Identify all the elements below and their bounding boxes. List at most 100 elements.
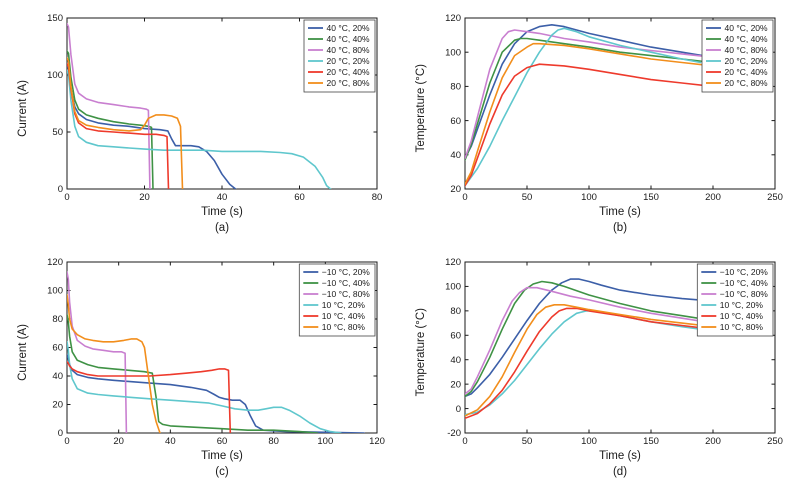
svg-text:100: 100 bbox=[47, 70, 63, 81]
svg-text:120: 120 bbox=[47, 257, 63, 268]
svg-text:0: 0 bbox=[462, 436, 467, 447]
svg-text:80: 80 bbox=[450, 81, 461, 92]
plot-row-a: Current (A) 0 20 40 60 80 0 50 100 150 40 °C, 20%… bbox=[17, 13, 385, 205]
subplot-caption-a: (a) bbox=[214, 221, 230, 234]
chart-panel-a: Current (A) 0 20 40 60 80 0 50 100 150 40 °C, 20%… bbox=[2, 2, 400, 246]
y-axis-label-a: Current (A) bbox=[17, 80, 29, 137]
svg-text:20: 20 bbox=[113, 436, 124, 447]
chart-panel-b: Temperature (°C) 0 50 100 150 200 250 20 40 60 80… bbox=[400, 2, 798, 246]
svg-text:−10 °C, 40%: −10 °C, 40% bbox=[322, 278, 370, 288]
svg-text:10 °C, 80%: 10 °C, 80% bbox=[322, 322, 366, 332]
svg-text:40 °C, 20%: 40 °C, 20% bbox=[725, 23, 769, 33]
svg-text:100: 100 bbox=[581, 436, 597, 447]
svg-text:0: 0 bbox=[462, 192, 467, 203]
svg-text:20 °C, 20%: 20 °C, 20% bbox=[327, 56, 371, 66]
x-axis-label-a: Time (s) bbox=[201, 205, 243, 218]
svg-text:20: 20 bbox=[450, 184, 461, 195]
svg-text:10 °C, 20%: 10 °C, 20% bbox=[322, 300, 366, 310]
svg-text:150: 150 bbox=[643, 192, 659, 203]
svg-text:10 °C, 20%: 10 °C, 20% bbox=[720, 300, 764, 310]
svg-text:250: 250 bbox=[767, 436, 783, 447]
below-d: Time (s) (d) bbox=[431, 449, 783, 480]
svg-text:60: 60 bbox=[52, 342, 63, 353]
svg-text:100: 100 bbox=[317, 436, 333, 447]
svg-text:−10 °C, 80%: −10 °C, 80% bbox=[720, 289, 768, 299]
svg-text:20: 20 bbox=[450, 379, 461, 390]
svg-text:40: 40 bbox=[52, 371, 63, 382]
svg-text:80: 80 bbox=[450, 306, 461, 317]
x-axis-label-b: Time (s) bbox=[599, 205, 641, 218]
svg-text:40 °C, 20%: 40 °C, 20% bbox=[327, 23, 371, 33]
below-c: Time (s) (c) bbox=[33, 449, 385, 480]
svg-text:80: 80 bbox=[52, 314, 63, 325]
plot-row-c: Current (A) 0 20 40 60 80 100 120 0 20 40 60 80 100 1… bbox=[17, 257, 385, 449]
y-axis-label-c: Current (A) bbox=[17, 324, 29, 381]
svg-text:40 °C, 40%: 40 °C, 40% bbox=[725, 34, 769, 44]
subplot-caption-d: (d) bbox=[612, 465, 628, 478]
plot-row-d: Temperature (°C) 0 50 100 150 200 250 -20 0 20 40… bbox=[415, 257, 783, 449]
below-b: Time (s) (b) bbox=[431, 205, 783, 236]
svg-text:150: 150 bbox=[47, 13, 63, 24]
svg-text:20 °C, 80%: 20 °C, 80% bbox=[327, 78, 371, 88]
svg-text:100: 100 bbox=[581, 192, 597, 203]
plot-row-b: Temperature (°C) 0 50 100 150 200 250 20 40 60 80… bbox=[415, 13, 783, 205]
svg-text:50: 50 bbox=[522, 192, 533, 203]
svg-text:0: 0 bbox=[456, 403, 461, 414]
svg-text:40 °C, 40%: 40 °C, 40% bbox=[327, 34, 371, 44]
svg-text:50: 50 bbox=[52, 127, 63, 138]
subplot-caption-b: (b) bbox=[612, 221, 628, 234]
svg-text:40: 40 bbox=[450, 150, 461, 161]
svg-text:60: 60 bbox=[450, 330, 461, 341]
svg-text:80: 80 bbox=[268, 436, 279, 447]
svg-text:60: 60 bbox=[450, 115, 461, 126]
svg-text:20 °C, 20%: 20 °C, 20% bbox=[725, 56, 769, 66]
svg-text:40: 40 bbox=[217, 192, 228, 203]
svg-text:20 °C, 40%: 20 °C, 40% bbox=[327, 67, 371, 77]
svg-text:−10 °C, 20%: −10 °C, 20% bbox=[322, 267, 370, 277]
svg-text:0: 0 bbox=[64, 436, 69, 447]
svg-text:120: 120 bbox=[445, 257, 461, 268]
svg-text:20: 20 bbox=[139, 192, 150, 203]
svg-text:−10 °C, 40%: −10 °C, 40% bbox=[720, 278, 768, 288]
x-axis-label-d: Time (s) bbox=[599, 449, 641, 462]
svg-text:200: 200 bbox=[705, 436, 721, 447]
svg-text:60: 60 bbox=[217, 436, 228, 447]
svg-text:200: 200 bbox=[705, 192, 721, 203]
svg-text:-20: -20 bbox=[447, 428, 461, 439]
y-axis-label-d: Temperature (°C) bbox=[415, 308, 427, 397]
svg-text:20: 20 bbox=[52, 399, 63, 410]
plot-c: 0 20 40 60 80 100 120 0 20 40 60 80 100 120 −10 °C, 20… bbox=[47, 257, 385, 447]
chart-panel-c: Current (A) 0 20 40 60 80 100 120 0 20 40 60 80 100 1… bbox=[2, 246, 400, 490]
svg-text:0: 0 bbox=[58, 428, 63, 439]
svg-text:120: 120 bbox=[369, 436, 385, 447]
svg-text:120: 120 bbox=[445, 13, 461, 24]
svg-text:100: 100 bbox=[47, 285, 63, 296]
svg-text:−10 °C, 20%: −10 °C, 20% bbox=[720, 267, 768, 277]
svg-text:0: 0 bbox=[64, 192, 69, 203]
svg-text:40 °C, 80%: 40 °C, 80% bbox=[725, 45, 769, 55]
svg-text:50: 50 bbox=[522, 436, 533, 447]
y-axis-label-b: Temperature (°C) bbox=[415, 64, 427, 153]
svg-text:150: 150 bbox=[643, 436, 659, 447]
subplot-caption-c: (c) bbox=[215, 465, 229, 478]
svg-text:10 °C, 40%: 10 °C, 40% bbox=[322, 311, 366, 321]
below-a: Time (s) (a) bbox=[33, 205, 385, 236]
svg-text:10 °C, 80%: 10 °C, 80% bbox=[720, 322, 764, 332]
svg-text:100: 100 bbox=[445, 47, 461, 58]
svg-text:40: 40 bbox=[450, 354, 461, 365]
plot-a: 0 20 40 60 80 0 50 100 150 40 °C, 20%40 °C, 40%40… bbox=[47, 13, 383, 203]
svg-text:10 °C, 40%: 10 °C, 40% bbox=[720, 311, 764, 321]
svg-text:250: 250 bbox=[767, 192, 783, 203]
svg-text:40 °C, 80%: 40 °C, 80% bbox=[327, 45, 371, 55]
svg-text:20 °C, 40%: 20 °C, 40% bbox=[725, 67, 769, 77]
svg-text:−10 °C, 80%: −10 °C, 80% bbox=[322, 289, 370, 299]
x-axis-label-c: Time (s) bbox=[201, 449, 243, 462]
svg-text:60: 60 bbox=[294, 192, 305, 203]
svg-text:100: 100 bbox=[445, 281, 461, 292]
svg-text:80: 80 bbox=[372, 192, 383, 203]
svg-text:20 °C, 80%: 20 °C, 80% bbox=[725, 78, 769, 88]
chart-panel-d: Temperature (°C) 0 50 100 150 200 250 -20 0 20 40… bbox=[400, 246, 798, 490]
